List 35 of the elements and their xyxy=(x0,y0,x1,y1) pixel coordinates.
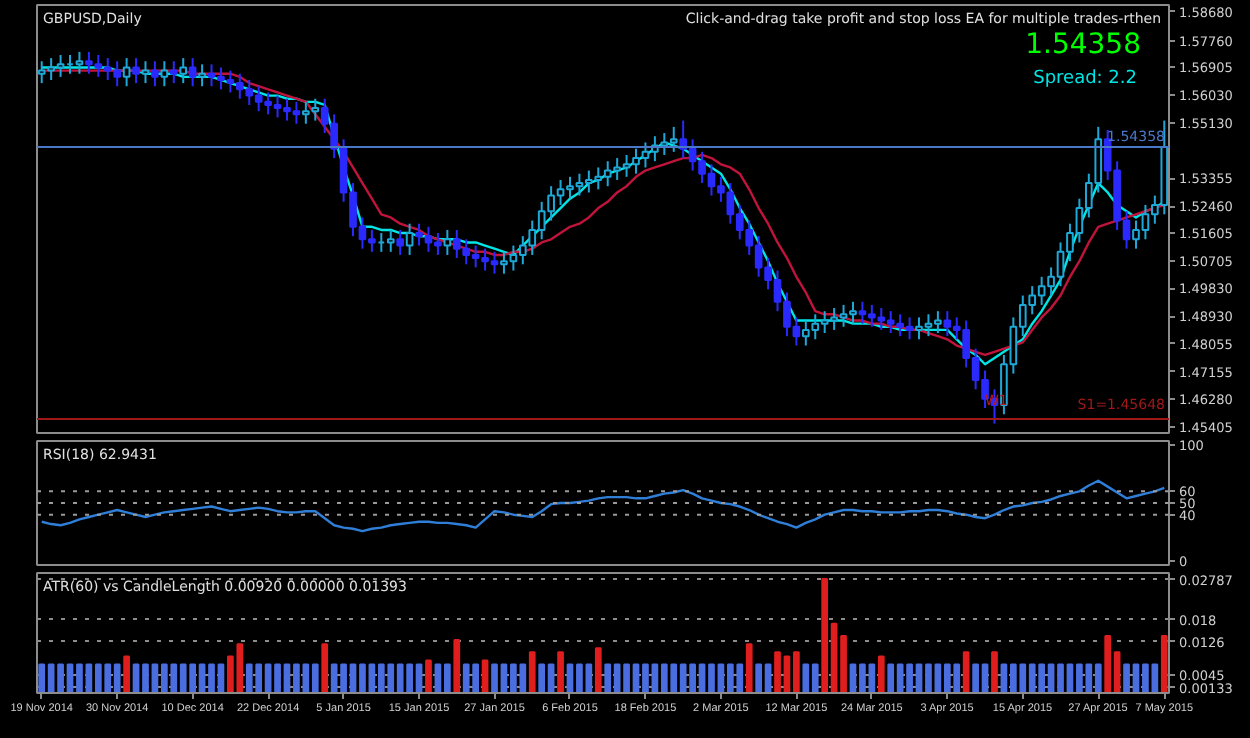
bar xyxy=(538,663,546,693)
bar xyxy=(528,651,536,693)
candlestick xyxy=(198,63,206,88)
candlestick xyxy=(188,57,197,88)
bar xyxy=(755,663,763,693)
candlestick xyxy=(122,57,131,88)
candlestick xyxy=(169,60,178,85)
candlestick xyxy=(405,222,414,256)
bar xyxy=(557,651,564,693)
bar xyxy=(321,643,329,693)
bar xyxy=(1104,635,1112,693)
candlestick xyxy=(179,57,188,85)
candlestick xyxy=(132,57,140,85)
bar xyxy=(821,578,829,693)
bar xyxy=(962,651,970,693)
line-series xyxy=(40,479,1166,533)
candlestick xyxy=(151,60,159,88)
candlestick xyxy=(396,228,405,256)
annotation: 1.54358 xyxy=(1025,29,1142,61)
bar xyxy=(745,643,753,693)
candlestick xyxy=(386,228,395,253)
candlestick xyxy=(679,119,688,160)
candlestick xyxy=(75,50,84,75)
bar xyxy=(425,659,432,693)
bar xyxy=(443,663,451,693)
bar xyxy=(1160,635,1168,693)
candlestick xyxy=(160,60,169,88)
bar xyxy=(123,655,130,693)
candlestick xyxy=(443,228,452,256)
bar xyxy=(877,655,885,693)
bar xyxy=(594,647,602,693)
candlestick xyxy=(141,60,150,85)
bar xyxy=(991,651,998,693)
annotation: Spread: 2.2 xyxy=(1033,69,1138,89)
bar xyxy=(453,639,461,693)
